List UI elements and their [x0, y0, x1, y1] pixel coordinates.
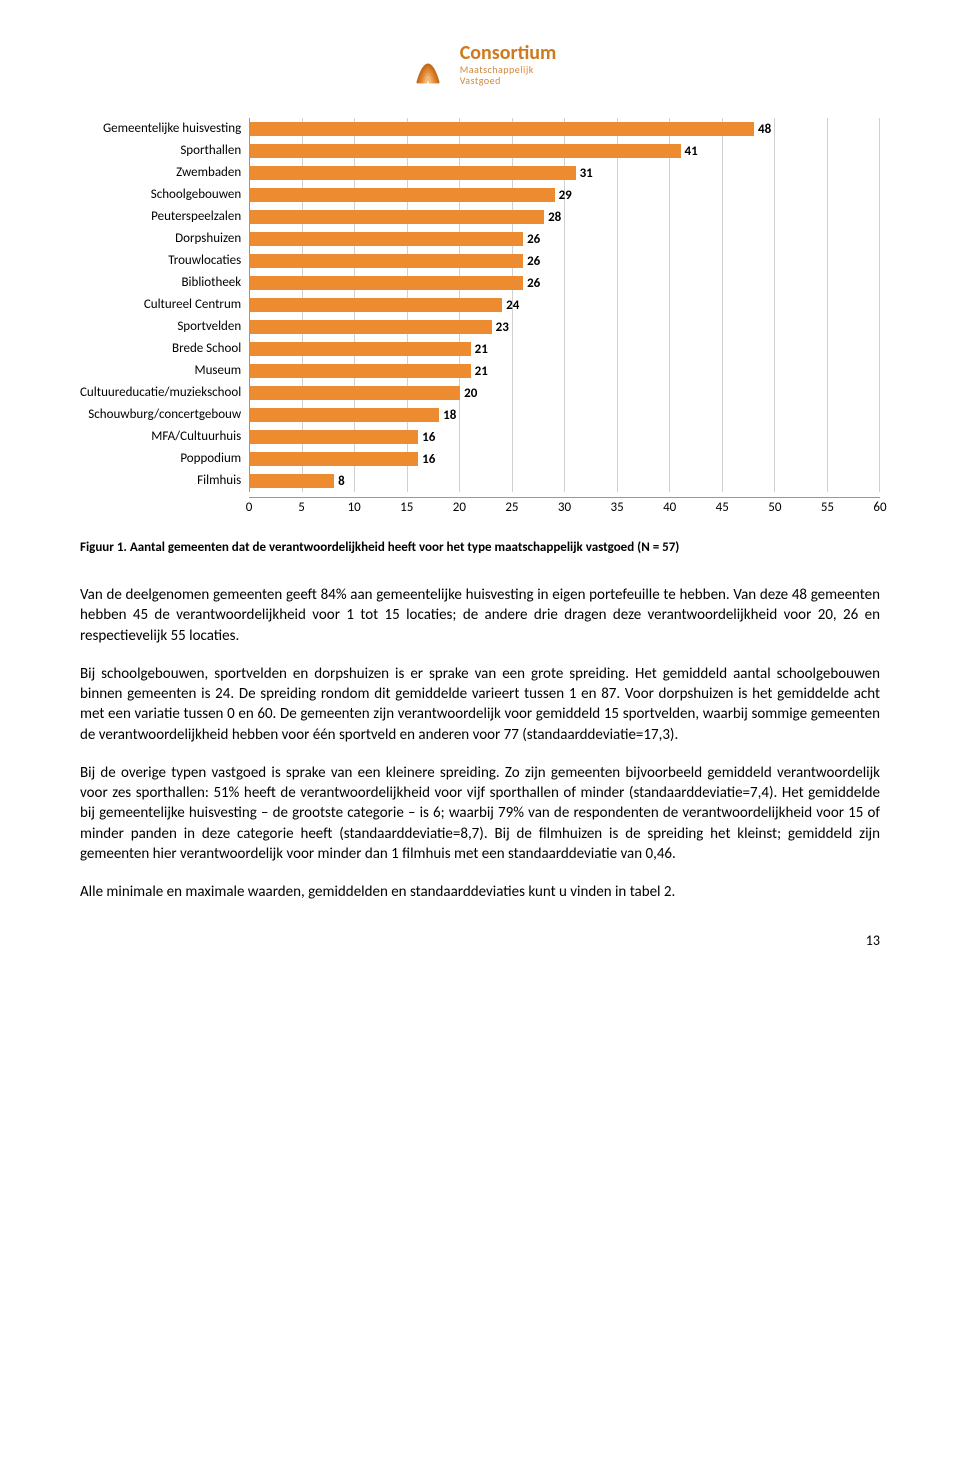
logo-name: Consortium: [460, 42, 557, 64]
bar: [250, 386, 460, 400]
chart-category-label: MFA/Cultuurhuis: [80, 426, 241, 448]
chart-category-label: Gemeentelijke huisvesting: [80, 118, 241, 140]
bar: [250, 408, 439, 422]
paragraph: Alle minimale en maximale waarden, gemid…: [80, 882, 880, 902]
chart-category-label: Dorpshuizen: [80, 228, 241, 250]
bar-value: 29: [559, 188, 572, 203]
paragraph: Van de deelgenomen gemeenten geeft 84% a…: [80, 585, 880, 646]
chart-category-label: Schouwburg/concertgebouw: [80, 404, 241, 426]
x-tick: 45: [716, 500, 729, 515]
bar-value: 26: [527, 254, 540, 269]
paragraph: Bij schoolgebouwen, sportvelden en dorps…: [80, 664, 880, 745]
bar-value: 16: [422, 452, 435, 467]
bar-row: 48: [250, 118, 880, 140]
logo-mark-icon: [404, 40, 452, 88]
bar: [250, 298, 502, 312]
bar: [250, 210, 544, 224]
bar-row: 21: [250, 338, 880, 360]
bar-value: 26: [527, 232, 540, 247]
x-tick: 10: [348, 500, 361, 515]
bar: [250, 144, 680, 158]
bar-value: 16: [422, 430, 435, 445]
bar-row: 18: [250, 404, 880, 426]
x-tick: 15: [400, 500, 413, 515]
chart-category-label: Zwembaden: [80, 162, 241, 184]
chart-category-label: Trouwlocaties: [80, 250, 241, 272]
bar: [250, 452, 418, 466]
bar-row: 16: [250, 448, 880, 470]
chart-category-label: Filmhuis: [80, 470, 241, 492]
x-tick: 30: [558, 500, 571, 515]
bar: [250, 166, 575, 180]
bar-value: 8: [338, 474, 345, 489]
chart-category-label: Sportvelden: [80, 316, 241, 338]
chart-category-label: Cultuureducatie/muziekschool: [80, 382, 241, 404]
x-tick: 35: [610, 500, 623, 515]
logo: Consortium Maatschappelijk Vastgoed: [80, 40, 880, 88]
bar: [250, 122, 754, 136]
bar: [250, 320, 491, 334]
x-tick: 5: [298, 500, 305, 515]
bar-value: 41: [685, 144, 698, 159]
chart-category-label: Sporthallen: [80, 140, 241, 162]
bar-value: 26: [527, 276, 540, 291]
logo-sub2: Vastgoed: [460, 75, 557, 86]
chart-category-label: Cultureel Centrum: [80, 294, 241, 316]
chart-plot-area: 48 41 31 29 28 26 26 26 24 23 21 21 20 18 16 16 8: [249, 118, 880, 492]
bar-row: 41: [250, 140, 880, 162]
x-tick: 20: [453, 500, 466, 515]
bar-value: 23: [496, 320, 509, 335]
chart-category-label: Peuterspeelzalen: [80, 206, 241, 228]
bar-row: 29: [250, 184, 880, 206]
bar-row: 8: [250, 470, 880, 492]
bar-row: 26: [250, 250, 880, 272]
x-tick: 0: [246, 500, 253, 515]
bar-row: 26: [250, 272, 880, 294]
x-tick: 25: [505, 500, 518, 515]
chart-category-label: Bibliotheek: [80, 272, 241, 294]
chart-category-label: Schoolgebouwen: [80, 184, 241, 206]
chart-x-axis: 051015202530354045505560: [249, 497, 880, 520]
bar: [250, 364, 470, 378]
body-text: Van de deelgenomen gemeenten geeft 84% a…: [80, 585, 880, 902]
chart-category-label: Museum: [80, 360, 241, 382]
chart-category-label: Brede School: [80, 338, 241, 360]
bar-row: 28: [250, 206, 880, 228]
bar-value: 21: [475, 364, 488, 379]
bar-value: 20: [464, 386, 477, 401]
paragraph: Bij de overige typen vastgoed is sprake …: [80, 763, 880, 864]
chart-category-labels: Gemeentelijke huisvestingSporthallenZwem…: [80, 118, 249, 492]
bar-row: 16: [250, 426, 880, 448]
bar-row: 20: [250, 382, 880, 404]
bar-row: 24: [250, 294, 880, 316]
bar-value: 31: [580, 166, 593, 181]
x-tick: 40: [663, 500, 676, 515]
bar-value: 18: [443, 408, 456, 423]
bar-row: 31: [250, 162, 880, 184]
bar: [250, 474, 334, 488]
bar-row: 23: [250, 316, 880, 338]
bar-value: 28: [548, 210, 561, 225]
bar: [250, 254, 523, 268]
page-number: 13: [80, 932, 880, 949]
bar: [250, 430, 418, 444]
figure-caption: Figuur 1. Aantal gemeenten dat de verant…: [80, 540, 880, 555]
x-tick: 55: [821, 500, 834, 515]
bar: [250, 342, 470, 356]
bar-row: 26: [250, 228, 880, 250]
bar-value: 48: [758, 122, 771, 137]
x-tick: 60: [873, 500, 886, 515]
bar: [250, 188, 554, 202]
bar: [250, 276, 523, 290]
bar-chart: Gemeentelijke huisvestingSporthallenZwem…: [80, 118, 880, 492]
chart-category-label: Poppodium: [80, 448, 241, 470]
bar-row: 21: [250, 360, 880, 382]
bar-value: 21: [475, 342, 488, 357]
bar: [250, 232, 523, 246]
x-tick: 50: [768, 500, 781, 515]
bar-value: 24: [506, 298, 519, 313]
